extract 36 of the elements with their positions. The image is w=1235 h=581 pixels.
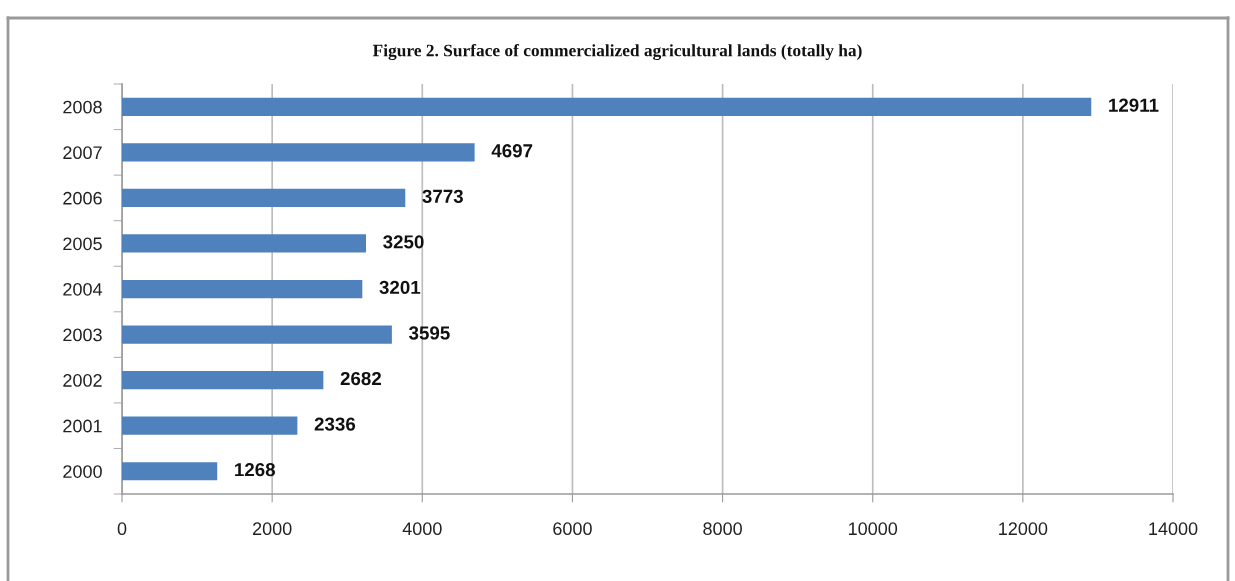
y-tick-label: 2003	[63, 328, 102, 342]
bar	[122, 416, 298, 435]
y-tick-label: 2006	[63, 191, 102, 205]
x-tick-label: 14000	[1149, 522, 1198, 536]
bar	[122, 188, 406, 208]
data-label: 2682	[340, 371, 381, 386]
bar	[122, 371, 324, 390]
x-tick-label: 8000	[703, 522, 742, 536]
bar	[122, 462, 218, 481]
x-tick-label: 12000	[999, 522, 1048, 536]
y-tick-label: 2007	[63, 146, 102, 160]
y-tick-label: 2001	[63, 419, 102, 433]
x-tick-label: 2000	[252, 522, 292, 536]
data-label: 12911	[1109, 98, 1159, 112]
bar	[122, 234, 366, 253]
x-tick-label: 0	[117, 522, 127, 536]
data-label: 2336	[314, 417, 356, 431]
x-tick-label: 4000	[402, 522, 442, 536]
y-tick-label: 2008	[63, 100, 102, 114]
data-label: 3250	[383, 235, 424, 249]
data-label: 4697	[491, 144, 533, 158]
x-tick-label: 10000	[849, 522, 898, 536]
data-label: 3595	[408, 326, 450, 340]
bar	[122, 97, 1092, 116]
data-label: 1268	[235, 463, 276, 477]
y-tick-label: 2005	[63, 237, 102, 251]
y-tick-label: 2004	[63, 282, 103, 296]
chart-title: Figure 2. Surface of commercialized agricultural lands (totally ha)	[372, 43, 862, 61]
data-label: 3201	[379, 280, 421, 295]
bar	[122, 143, 475, 162]
y-tick-label: 2002	[63, 374, 102, 387]
y-tick-label: 2000	[63, 465, 102, 478]
x-tick-label: 6000	[553, 522, 592, 536]
bar	[122, 325, 392, 344]
bar	[122, 279, 363, 299]
data-label: 3773	[422, 189, 463, 203]
